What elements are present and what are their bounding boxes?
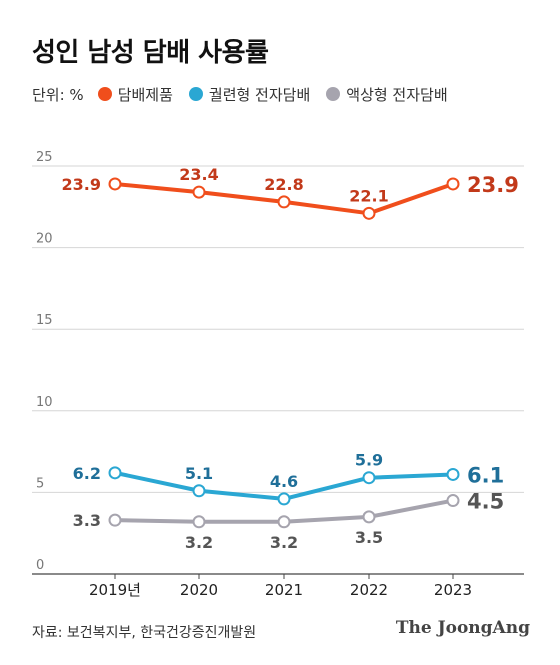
legend-dot-tobacco <box>97 87 112 101</box>
legend-item-heated: 궐련형 전자담배 <box>188 84 311 105</box>
chart-title: 성인 남성 담배 사용률 <box>32 38 269 68</box>
data-label: 5.9 <box>355 451 383 470</box>
legend-dot-liquid <box>326 87 341 101</box>
data-label: 3.5 <box>355 528 383 547</box>
legend-label-tobacco: 담배제품 <box>117 85 173 104</box>
y-tick-label: 0 <box>36 558 44 573</box>
data-point <box>192 515 206 529</box>
legend-label-liquid: 액상형 전자담배 <box>346 85 448 104</box>
data-label: 22.1 <box>349 186 388 205</box>
data-label: 22.8 <box>264 175 303 194</box>
data-point <box>108 177 122 191</box>
x-tick-label: 2019년 <box>89 581 141 599</box>
data-point <box>108 513 122 527</box>
x-tick-label: 2020 <box>180 581 218 599</box>
data-label: 5.1 <box>185 464 213 483</box>
x-tick-label: 2021 <box>265 581 303 599</box>
data-point <box>362 510 376 524</box>
y-tick-label: 20 <box>36 232 53 247</box>
legend-item-liquid: 액상형 전자담배 <box>326 84 448 105</box>
data-label: 23.9 <box>62 175 101 194</box>
data-point <box>277 195 291 209</box>
data-point <box>362 471 376 485</box>
data-point <box>446 494 460 508</box>
data-point <box>362 206 376 220</box>
data-point <box>277 515 291 529</box>
x-tick-label: 2023 <box>434 581 472 599</box>
data-point <box>192 185 206 199</box>
data-label: 6.1 <box>467 463 504 487</box>
x-tick-label: 2022 <box>350 581 388 599</box>
data-point <box>108 466 122 480</box>
source-note: 자료: 보건복지부, 한국건강증진개발원 <box>32 625 257 641</box>
data-label: 6.2 <box>73 464 101 483</box>
y-tick-label: 15 <box>36 313 53 328</box>
legend: 단위: % 담배제품 궐련형 전자담배 액상형 전자담배 <box>32 82 464 106</box>
y-tick-label: 25 <box>36 150 53 165</box>
data-point <box>277 492 291 506</box>
legend-dot-heated <box>188 87 203 101</box>
data-point <box>446 467 460 481</box>
data-label: 23.9 <box>467 173 519 197</box>
data-point <box>446 177 460 191</box>
data-label: 4.5 <box>467 490 504 514</box>
unit-label: 단위: % <box>32 85 84 104</box>
y-tick-label: 10 <box>36 395 53 410</box>
data-label: 3.2 <box>185 533 213 552</box>
brand-logo: The JoongAng <box>395 618 530 638</box>
data-label: 3.2 <box>270 533 298 552</box>
legend-item-tobacco: 담배제품 <box>97 84 173 105</box>
data-label: 23.4 <box>179 165 218 184</box>
y-tick-label: 5 <box>36 476 44 491</box>
data-label: 4.6 <box>270 472 298 491</box>
legend-label-heated: 궐련형 전자담배 <box>208 85 311 104</box>
data-label: 3.3 <box>73 511 101 530</box>
data-point <box>192 484 206 498</box>
